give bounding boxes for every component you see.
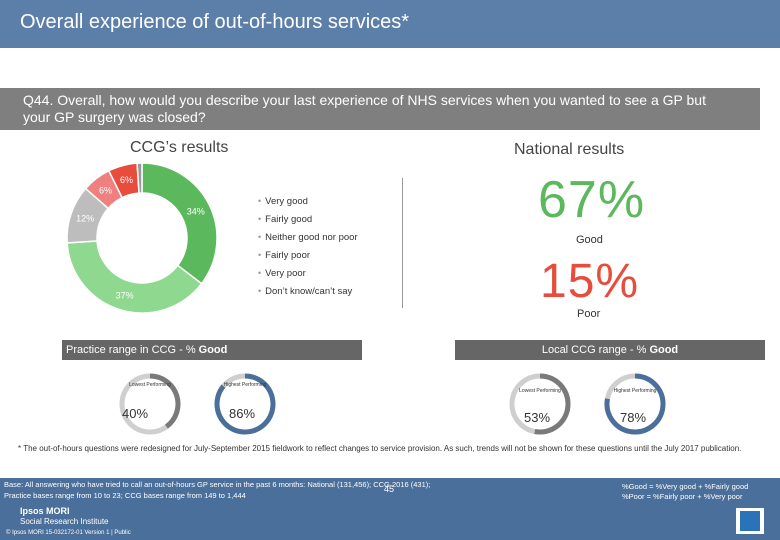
ipsos-logo: Ipsos MORI Social Research Institute bbox=[20, 506, 109, 527]
local-range-label-bold: Good bbox=[649, 344, 679, 356]
donut-slice-label: 6% bbox=[99, 185, 112, 195]
legend-item: • Fairly good bbox=[258, 213, 313, 225]
gauge-ring: Highest Performing bbox=[214, 373, 276, 435]
logo-line: Ipsos MORI bbox=[20, 506, 70, 516]
donut-slice-label: 12% bbox=[76, 214, 94, 224]
chart-legend: • Very good • Fairly good • Neither good no… bbox=[258, 192, 358, 300]
gauge-caption: Highest Performing bbox=[224, 382, 267, 388]
donut-slice bbox=[136, 162, 143, 194]
footnote: * The out-of-hours questions were redesi… bbox=[18, 444, 742, 453]
header-bar: Overall experience of out-of-hours servi… bbox=[0, 0, 780, 48]
legend-label: Neither good nor poor bbox=[265, 231, 358, 243]
legend-item: • Very good bbox=[258, 195, 308, 207]
definition-good: %Good = %Very good + %Fairly good bbox=[622, 482, 749, 491]
question-text: Q44. Overall, how would you describe you… bbox=[23, 92, 706, 125]
gauge-fill bbox=[534, 373, 571, 435]
legend-label: Very good bbox=[265, 195, 308, 207]
gauge-ring: Highest Performing bbox=[604, 373, 666, 435]
definition-poor: %Poor = %Fairly poor + %Very poor bbox=[622, 492, 743, 501]
local-lowest-gauge: Lowest Performing 53% bbox=[500, 368, 580, 443]
donut-slice-label: 34% bbox=[187, 206, 205, 216]
gauge-value: 40% bbox=[122, 406, 149, 421]
question-banner: Q44. Overall, how would you describe you… bbox=[0, 88, 760, 130]
base-note: Base: All answering who have tried to ca… bbox=[4, 480, 430, 501]
page-title: Overall experience of out-of-hours servi… bbox=[20, 11, 410, 33]
legend-label: Fairly good bbox=[265, 213, 313, 225]
national-results-title: National results bbox=[514, 141, 625, 158]
donut-slice-label: 37% bbox=[116, 290, 134, 300]
ccg-results-title: CCG’s results bbox=[130, 139, 229, 156]
copyright: © Ipsos MORI 15-032172-01 Version 1 | Pu… bbox=[6, 530, 131, 536]
local-range-label: Local CCG range - % bbox=[541, 344, 650, 356]
gauge-caption: Lowest Performing bbox=[129, 382, 171, 388]
legend-label: Don’t know/can’t say bbox=[265, 285, 353, 297]
gauge-caption: Highest Performing bbox=[614, 388, 657, 394]
local-range-bar: Local CCG range - % Good bbox=[455, 340, 765, 360]
footer-bar: Base: All answering who have tried to ca… bbox=[0, 478, 780, 540]
gauge-fill bbox=[149, 373, 181, 429]
practice-range-bar: Practice range in CCG - % Good bbox=[62, 340, 362, 360]
logo-line: Social Research Institute bbox=[20, 517, 109, 526]
legend-item: • Don’t know/can’t say bbox=[258, 285, 353, 297]
nhs-logo-icon bbox=[736, 508, 764, 534]
gauge-ring: Lowest Performing bbox=[509, 373, 571, 435]
vertical-divider bbox=[402, 178, 403, 308]
nhs-logo-mark bbox=[740, 511, 760, 531]
legend-item: • Neither good nor poor bbox=[258, 231, 358, 243]
base-line: Base: All answering who have tried to ca… bbox=[4, 480, 431, 489]
gauge-value: 53% bbox=[524, 410, 551, 425]
gauge-ring: Lowest Performing bbox=[119, 373, 181, 435]
gauge-fill bbox=[214, 373, 276, 435]
local-highest-gauge: Highest Performing 78% bbox=[595, 368, 675, 443]
donut-slice bbox=[141, 162, 218, 285]
legend-label: Fairly poor bbox=[265, 249, 311, 261]
national-good-label: Good bbox=[576, 234, 603, 246]
practice-range-label: Practice range in CCG - % bbox=[66, 344, 199, 356]
national-good-value: 67% bbox=[538, 171, 646, 229]
definitions: %Good = %Very good + %Fairly good %Poor … bbox=[622, 482, 748, 502]
legend-label: Very poor bbox=[265, 267, 306, 279]
practice-highest-gauge: Highest Performing 86% bbox=[205, 368, 285, 443]
national-poor-label: Poor bbox=[577, 308, 601, 320]
national-poor-value: 15% bbox=[540, 255, 640, 308]
gauge-value: 86% bbox=[229, 406, 256, 421]
gauge-fill bbox=[604, 373, 666, 435]
donut-slice-label: 6% bbox=[120, 175, 133, 185]
ccg-donut-chart: 34% 37% 12% 6% 6% bbox=[66, 162, 218, 314]
base-line: Practice bases range from 10 to 23; CCG … bbox=[4, 490, 246, 500]
donut-slice bbox=[66, 240, 203, 314]
page-number: 45 bbox=[384, 484, 395, 494]
legend-item: • Fairly poor bbox=[258, 249, 311, 261]
practice-range-label-bold: Good bbox=[198, 344, 228, 356]
gauge-caption: Lowest Performing bbox=[519, 388, 561, 394]
gauge-value: 78% bbox=[620, 410, 647, 425]
legend-item: • Very poor bbox=[258, 267, 306, 279]
practice-lowest-gauge: Lowest Performing 40% bbox=[110, 368, 190, 443]
